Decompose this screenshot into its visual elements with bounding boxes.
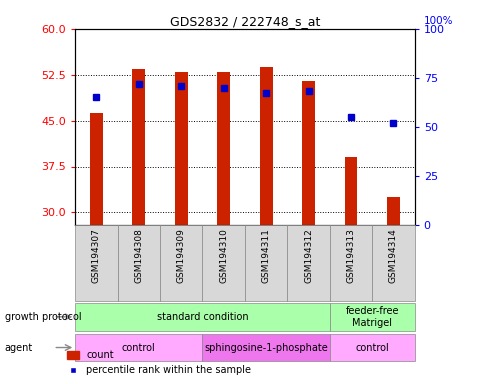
Bar bbox=[217, 72, 229, 225]
Text: GSM194312: GSM194312 bbox=[303, 228, 313, 283]
Bar bbox=[372, 225, 414, 301]
Bar bbox=[287, 225, 329, 301]
Bar bbox=[75, 225, 117, 301]
Bar bbox=[329, 334, 414, 361]
Bar bbox=[202, 225, 244, 301]
Text: 100%: 100% bbox=[423, 16, 453, 26]
Text: control: control bbox=[121, 343, 155, 353]
Bar bbox=[132, 69, 145, 225]
Text: GSM194307: GSM194307 bbox=[91, 228, 101, 283]
Bar bbox=[75, 334, 202, 361]
Bar bbox=[386, 197, 399, 225]
Bar bbox=[175, 72, 187, 225]
Bar bbox=[117, 225, 160, 301]
Text: GSM194309: GSM194309 bbox=[176, 228, 185, 283]
Bar bbox=[160, 225, 202, 301]
Bar bbox=[202, 334, 329, 361]
Legend: count, percentile rank within the sample: count, percentile rank within the sample bbox=[63, 346, 255, 379]
Title: GDS2832 / 222748_s_at: GDS2832 / 222748_s_at bbox=[169, 15, 319, 28]
Bar bbox=[90, 113, 103, 225]
Bar bbox=[244, 225, 287, 301]
Bar bbox=[75, 303, 329, 331]
Bar bbox=[302, 81, 314, 225]
Text: sphingosine-1-phosphate: sphingosine-1-phosphate bbox=[204, 343, 327, 353]
Bar bbox=[329, 225, 372, 301]
Bar bbox=[329, 303, 414, 331]
Text: growth protocol: growth protocol bbox=[5, 312, 81, 322]
Text: GSM194311: GSM194311 bbox=[261, 228, 270, 283]
Bar bbox=[259, 67, 272, 225]
Text: GSM194308: GSM194308 bbox=[134, 228, 143, 283]
Text: agent: agent bbox=[5, 343, 33, 353]
Text: feeder-free
Matrigel: feeder-free Matrigel bbox=[345, 306, 398, 328]
Text: GSM194314: GSM194314 bbox=[388, 228, 397, 283]
Text: GSM194310: GSM194310 bbox=[219, 228, 228, 283]
Bar bbox=[344, 157, 357, 225]
Text: standard condition: standard condition bbox=[156, 312, 248, 322]
Text: control: control bbox=[355, 343, 388, 353]
Text: GSM194313: GSM194313 bbox=[346, 228, 355, 283]
